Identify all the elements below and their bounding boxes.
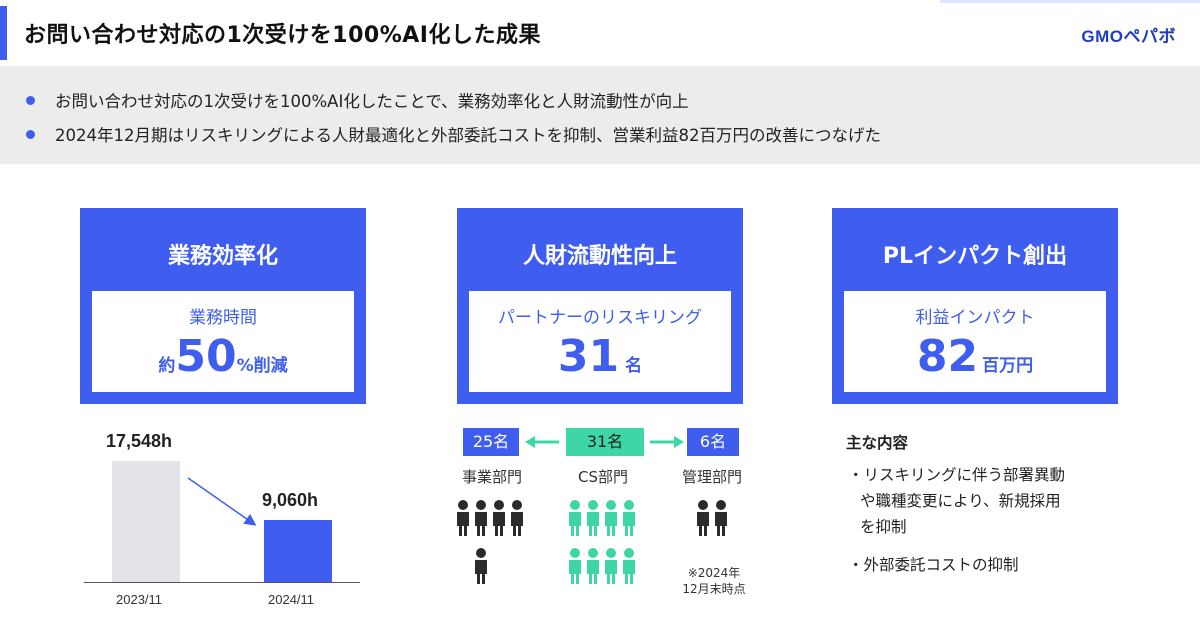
person-head xyxy=(606,500,616,510)
card-label: 利益インパクト xyxy=(915,308,1035,328)
person-body xyxy=(475,560,487,584)
slide-header: お問い合わせ対応の1次受けを100%AI化した成果 GMOペパボ xyxy=(0,0,1200,66)
person-body xyxy=(569,512,581,536)
metric-value: 50 xyxy=(175,331,237,382)
x-tick-label: 2023/11 xyxy=(116,592,163,607)
bar-2024-11 xyxy=(264,520,332,582)
person-head xyxy=(458,500,468,510)
person-body xyxy=(605,512,617,536)
metric-suffix: 名 xyxy=(625,356,643,376)
person-head xyxy=(716,500,726,510)
person-body xyxy=(697,512,709,536)
right-arrow-icon xyxy=(650,436,684,448)
dept-business-label: 事業部門 xyxy=(461,468,522,486)
decrease-arrow-icon xyxy=(187,477,257,526)
work-hours-chart: 17,548h 9,060h 2023/11 2024/11 xyxy=(84,420,374,610)
person-head xyxy=(476,500,486,510)
x-tick-label: 2024/11 xyxy=(268,592,315,607)
mobility-card: 人財流動性向上 パートナーのリスキリング 31 名 xyxy=(457,208,743,404)
metric-value: 31 xyxy=(557,331,620,382)
summary-bullet-text: 2024年12月期はリスキリングによる人財最適化と外部委託コストを抑制、営業利益… xyxy=(55,126,881,145)
dept-admin-label: 管理部門 xyxy=(681,468,742,486)
metric-suffix: 百万円 xyxy=(982,356,1034,376)
person-body xyxy=(623,560,635,584)
metric-suffix: %削減 xyxy=(236,356,288,376)
header-accent-bar xyxy=(0,6,7,60)
person-head xyxy=(494,500,504,510)
person-head xyxy=(698,500,708,510)
card-body: 業務時間 約50%削減 xyxy=(92,291,354,392)
person-body xyxy=(623,512,635,536)
person-head xyxy=(588,548,598,558)
top-decoration-line xyxy=(940,0,1200,3)
footnote: ※2024年 12月末時点 xyxy=(674,565,754,597)
left-arrow-icon xyxy=(525,436,559,448)
card-title: 人財流動性向上 xyxy=(522,244,677,269)
person-head xyxy=(624,500,634,510)
person-body xyxy=(715,512,727,536)
card-title: 業務効率化 xyxy=(167,244,278,269)
person-body xyxy=(457,512,469,536)
person-body xyxy=(587,512,599,536)
card-body: 利益インパクト 82 百万円 xyxy=(844,291,1106,392)
bar-value-label: 17,548h xyxy=(106,431,173,451)
cs-total-tag: 31名 xyxy=(566,428,644,456)
chart-baseline xyxy=(84,582,360,583)
moved-to-admin-tag: 6名 xyxy=(687,428,739,456)
bullet-dot-icon xyxy=(26,95,35,105)
cs-people-icon xyxy=(569,500,635,584)
person-head xyxy=(588,500,598,510)
detail-line: ・外部委託コストの抑制 xyxy=(848,556,1019,574)
person-body xyxy=(587,560,599,584)
slide-title: お問い合わせ対応の1次受けを100%AI化した成果 xyxy=(24,23,541,48)
bar-value-label: 9,060h xyxy=(262,490,319,510)
summary-band: お問い合わせ対応の1次受けを100%AI化したことで、業務効率化と人財流動性が向… xyxy=(0,66,1200,164)
bar-2023-11 xyxy=(112,461,180,582)
person-body xyxy=(605,560,617,584)
footnote-line: 12月末時点 xyxy=(682,582,746,596)
detail-item: ・リスキリングに伴う部署異動 や職種変更により、新規採用 を抑制 xyxy=(848,462,1065,540)
card-metric: 約50%削減 xyxy=(92,331,354,382)
person-body xyxy=(511,512,523,536)
bullet-dot-icon xyxy=(26,129,35,139)
person-head xyxy=(606,548,616,558)
footnote-line: ※2024年 xyxy=(687,566,741,580)
person-head xyxy=(624,548,634,558)
detail-line: や職種変更により、新規採用 xyxy=(860,492,1061,510)
person-head xyxy=(570,500,580,510)
dept-cs-label: CS部門 xyxy=(578,468,628,486)
summary-bullet: 2024年12月期はリスキリングによる人財最適化と外部委託コストを抑制、営業利益… xyxy=(26,122,881,146)
person-body xyxy=(475,512,487,536)
admin-people-icon xyxy=(697,500,727,536)
card-metric: 31 名 xyxy=(469,331,731,382)
card-body: パートナーのリスキリング 31 名 xyxy=(469,291,731,392)
details-title: 主な内容 xyxy=(846,434,909,452)
card-title: PLインパクト創出 xyxy=(882,244,1068,269)
moved-from-business-tag: 25名 xyxy=(463,428,519,456)
card-label: パートナーのリスキリング xyxy=(498,308,702,328)
person-head xyxy=(512,500,522,510)
business-people-icon xyxy=(457,500,523,584)
detail-line: を抑制 xyxy=(860,518,907,536)
person-head xyxy=(476,548,486,558)
person-body xyxy=(569,560,581,584)
card-label: 業務時間 xyxy=(189,308,257,328)
metric-prefix: 約 xyxy=(158,356,176,376)
summary-bullet-text: お問い合わせ対応の1次受けを100%AI化したことで、業務効率化と人財流動性が向… xyxy=(55,92,689,111)
company-logo: GMOペパボ xyxy=(1081,27,1176,46)
metric-value: 82 xyxy=(916,331,979,382)
card-metric: 82 百万円 xyxy=(844,331,1106,382)
detail-item: ・外部委託コストの抑制 xyxy=(848,552,1019,578)
person-head xyxy=(570,548,580,558)
detail-line: ・リスキリングに伴う部署異動 xyxy=(848,466,1066,484)
impact-card: PLインパクト創出 利益インパクト 82 百万円 xyxy=(832,208,1118,404)
summary-bullet: お問い合わせ対応の1次受けを100%AI化したことで、業務効率化と人財流動性が向… xyxy=(26,88,689,112)
efficiency-card: 業務効率化 業務時間 約50%削減 xyxy=(80,208,366,404)
person-body xyxy=(493,512,505,536)
